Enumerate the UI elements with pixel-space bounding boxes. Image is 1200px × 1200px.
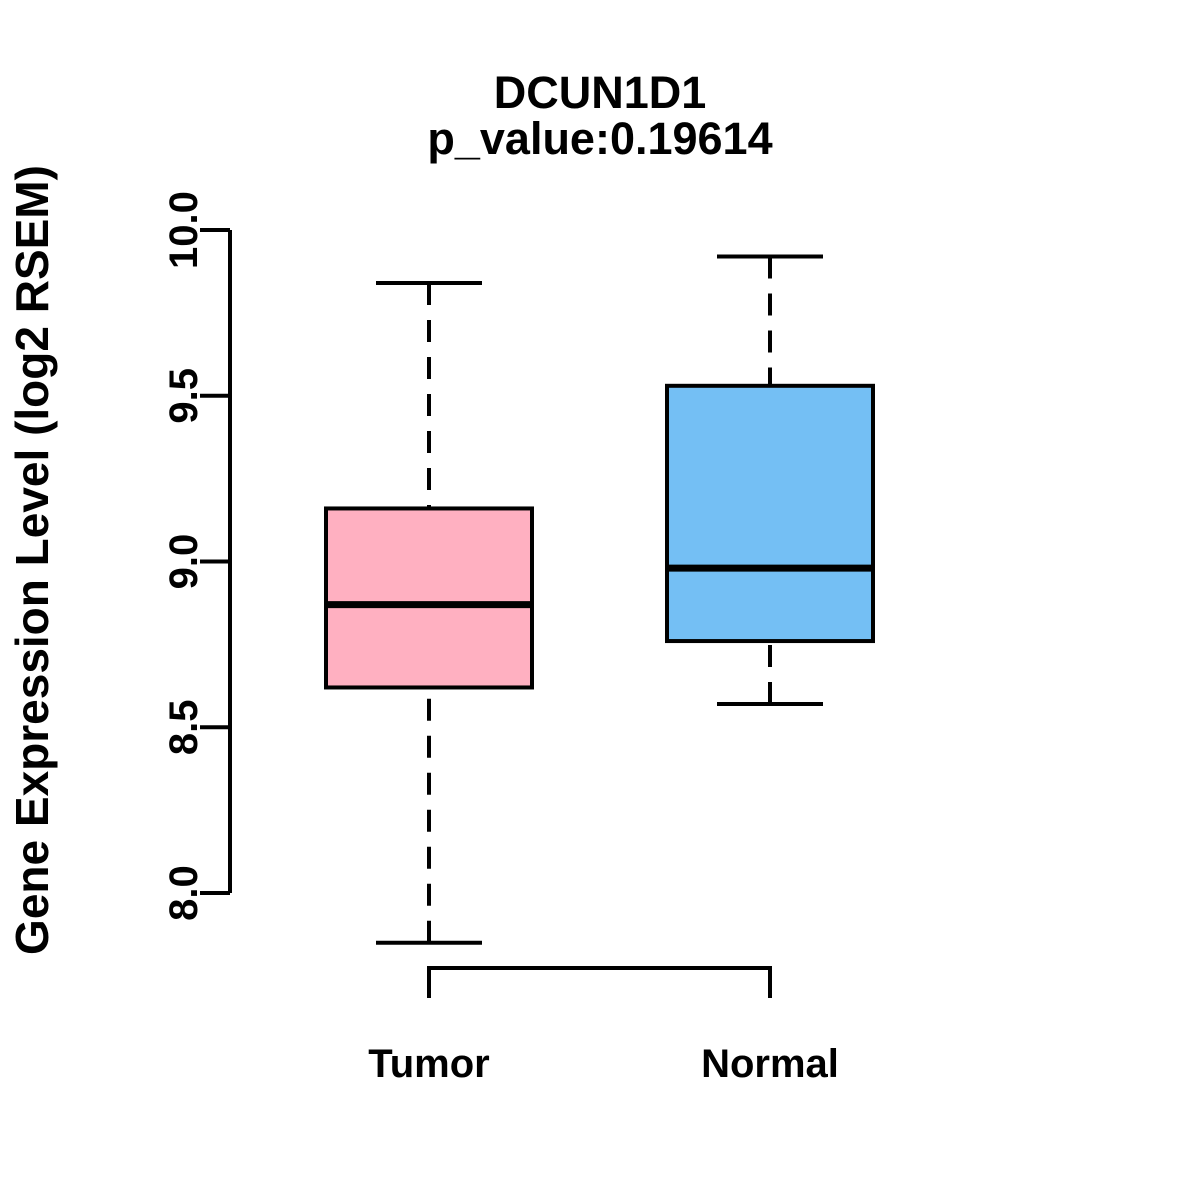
boxplot-tumor	[324, 281, 534, 945]
y-axis-tick-label: 9.0	[162, 534, 206, 590]
y-axis-tick-label: 8.5	[162, 699, 206, 755]
boxplot-normal	[665, 254, 875, 707]
category-label-tumor: Tumor	[368, 1042, 489, 1086]
y-axis-tick-label: 8.0	[162, 865, 206, 921]
boxplots-group	[324, 254, 875, 945]
iqr-box	[665, 383, 875, 644]
x-axis-bracket	[427, 966, 772, 998]
chart-title: DCUN1D1	[494, 67, 707, 118]
chart-subtitle: p_value:0.19614	[427, 113, 772, 164]
y-axis: 8.0 8.5 9.0 9.5 10.0	[162, 191, 232, 921]
y-axis-title: Gene Expression Level (log2 RSEM)	[6, 165, 58, 955]
iqr-box	[324, 506, 534, 690]
category-label-normal: Normal	[701, 1042, 839, 1086]
y-axis-tick-label: 9.5	[162, 368, 206, 424]
y-axis-tick-label: 10.0	[162, 191, 206, 269]
